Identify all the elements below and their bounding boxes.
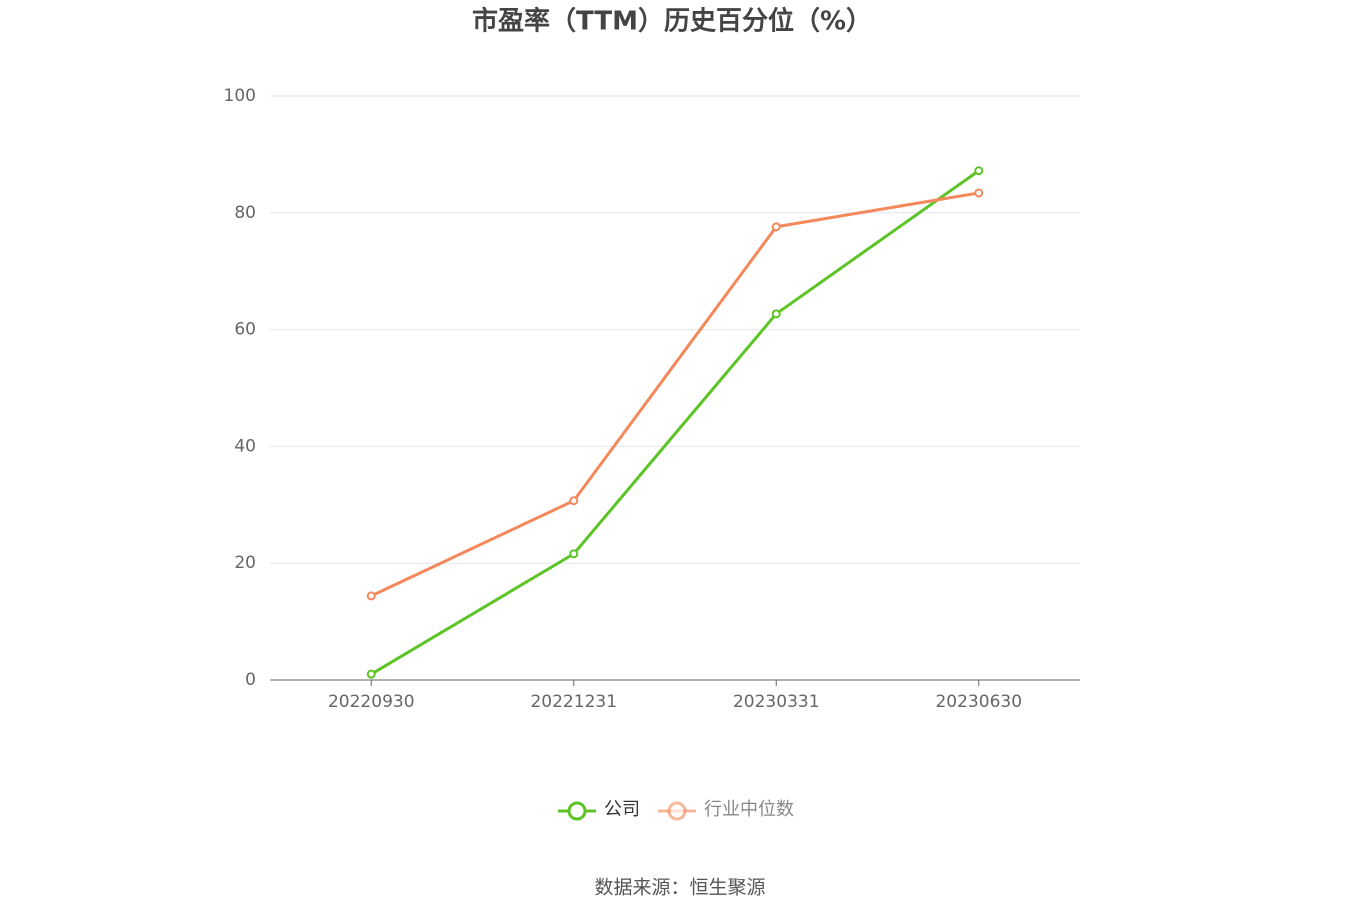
series-line — [370, 169, 980, 676]
series-line — [370, 191, 979, 598]
legend-label: 行业中位数 — [704, 799, 794, 820]
y-tick-label: 80 — [234, 203, 256, 223]
legend-marker — [567, 801, 587, 821]
legend-label: 公司 — [604, 799, 640, 820]
x-tick-label: 20220930 — [328, 692, 415, 712]
point — [366, 669, 376, 679]
source-note: 数据来源：恒生聚源 — [594, 877, 765, 899]
x-tick-label: 20230331 — [733, 692, 820, 712]
x-tick-label: 20230630 — [935, 692, 1022, 712]
y-tick-label: 20 — [234, 553, 256, 573]
y-tick-label: 100 — [224, 86, 256, 106]
point — [974, 188, 984, 198]
y-tick-label: 40 — [234, 436, 256, 456]
x-tick-label: 20221231 — [530, 692, 617, 712]
legend-marker — [667, 801, 687, 821]
point — [771, 309, 781, 319]
chart-title: 市盈率（TTM）历史百分位（%） — [472, 6, 872, 37]
point — [771, 222, 781, 232]
y-tick-label: 60 — [234, 320, 256, 340]
point — [974, 166, 984, 176]
point — [569, 549, 579, 559]
point — [366, 591, 376, 601]
point — [569, 496, 579, 506]
y-tick-label: 0 — [245, 670, 256, 690]
